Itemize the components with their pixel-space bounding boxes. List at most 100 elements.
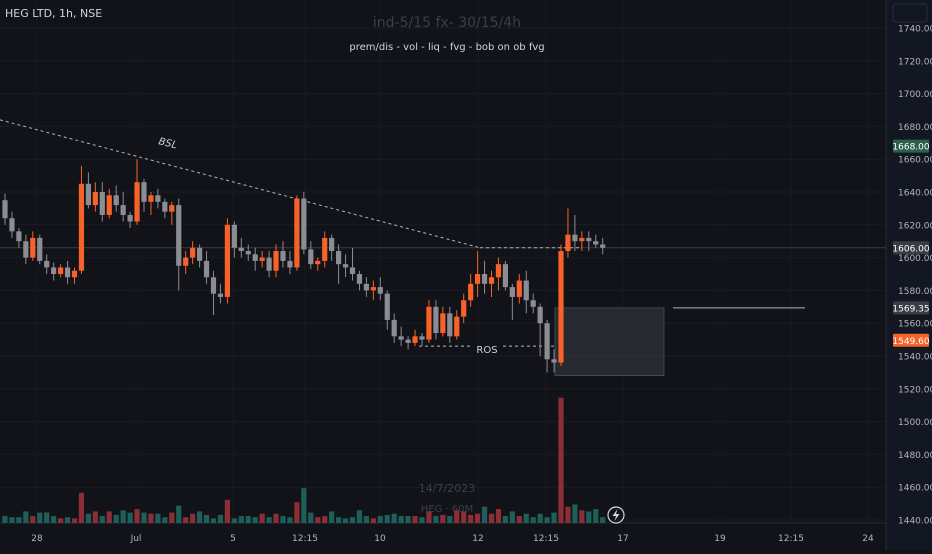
candle[interactable] [231,221,237,258]
candle[interactable] [9,211,15,238]
candle[interactable] [266,251,272,278]
candle[interactable] [544,319,550,373]
candle[interactable] [51,262,57,281]
candle[interactable] [245,244,251,261]
candle[interactable] [280,241,286,268]
candle[interactable] [593,234,599,248]
candle[interactable] [433,300,439,340]
candle[interactable] [113,185,119,212]
candle[interactable] [412,329,418,347]
candle[interactable] [523,270,529,314]
candle[interactable] [203,251,210,284]
candle[interactable] [176,198,182,291]
bsl-trendline[interactable] [0,119,481,249]
candle[interactable] [600,237,606,255]
volume-bar [336,517,342,523]
candle[interactable] [419,333,425,347]
candle[interactable] [405,336,411,350]
candle[interactable] [287,251,293,274]
candle[interactable] [530,293,536,314]
candle[interactable] [537,303,543,356]
candle[interactable] [224,218,230,304]
candle[interactable] [356,270,363,291]
candle[interactable] [134,159,140,225]
candle[interactable] [259,251,265,268]
volume-bar [30,516,36,523]
candle[interactable] [391,313,397,343]
chart-settings-button[interactable] [892,3,928,23]
candle[interactable] [217,283,224,304]
candle[interactable] [301,192,307,255]
candle[interactable] [2,193,8,225]
candle[interactable] [495,257,502,291]
candle[interactable] [377,277,383,301]
candle[interactable] [120,192,126,222]
y-tick-label: 1720.00 [898,57,932,67]
candle[interactable] [294,195,300,271]
candle[interactable] [481,260,488,294]
candle[interactable] [190,241,196,265]
candle[interactable] [37,234,43,265]
candle[interactable] [398,326,404,347]
candle[interactable] [322,231,328,268]
candle[interactable] [363,277,369,297]
candle[interactable] [329,234,335,261]
candle[interactable] [440,306,446,337]
candle[interactable] [127,211,133,229]
y-tick-label: 1440.00 [898,517,932,527]
candle[interactable] [488,270,495,297]
candle[interactable] [71,267,78,284]
candle[interactable] [210,270,217,315]
candle[interactable] [64,260,71,284]
candle[interactable] [197,244,203,268]
candle[interactable] [148,192,154,215]
candle[interactable] [384,290,390,330]
candle[interactable] [586,231,592,252]
candle[interactable] [238,237,244,258]
candle[interactable] [106,188,112,219]
candle[interactable] [558,244,564,366]
candle[interactable] [273,244,279,278]
lightning-icon[interactable] [607,506,625,524]
volume-bar [58,518,64,523]
candle[interactable] [447,306,453,343]
candle[interactable] [141,178,147,212]
candle[interactable] [502,260,508,291]
x-tick-label: 12:15 [533,534,559,544]
candle[interactable] [99,182,105,222]
candle[interactable] [342,254,349,278]
candle[interactable] [426,300,432,343]
candle[interactable] [16,228,22,248]
candle[interactable] [252,247,258,271]
candle[interactable] [516,274,522,304]
candle[interactable] [475,251,481,297]
candle[interactable] [308,241,314,270]
symbol-label[interactable]: HEG LTD, 1h, NSE [5,7,103,20]
candle[interactable] [370,280,376,301]
candle[interactable] [92,182,98,212]
candle[interactable] [155,188,161,209]
candle[interactable] [509,283,515,320]
candle[interactable] [572,214,578,252]
candle[interactable] [579,231,585,252]
candle[interactable] [183,251,189,274]
candle[interactable] [454,310,460,340]
candle[interactable] [551,349,557,373]
candle[interactable] [44,254,50,274]
candle[interactable] [468,274,474,307]
candle[interactable] [85,172,91,209]
candle[interactable] [315,257,321,271]
candle[interactable] [23,234,29,265]
candle[interactable] [349,247,356,281]
fvg-box[interactable] [554,307,665,376]
candle[interactable] [565,208,571,258]
candle[interactable] [162,198,168,219]
volume-bar [287,517,293,523]
candle[interactable] [169,201,175,225]
candle[interactable] [336,244,342,284]
candle[interactable] [58,264,64,278]
candle[interactable] [78,165,85,274]
candle[interactable] [30,231,36,261]
candle[interactable] [461,293,467,324]
